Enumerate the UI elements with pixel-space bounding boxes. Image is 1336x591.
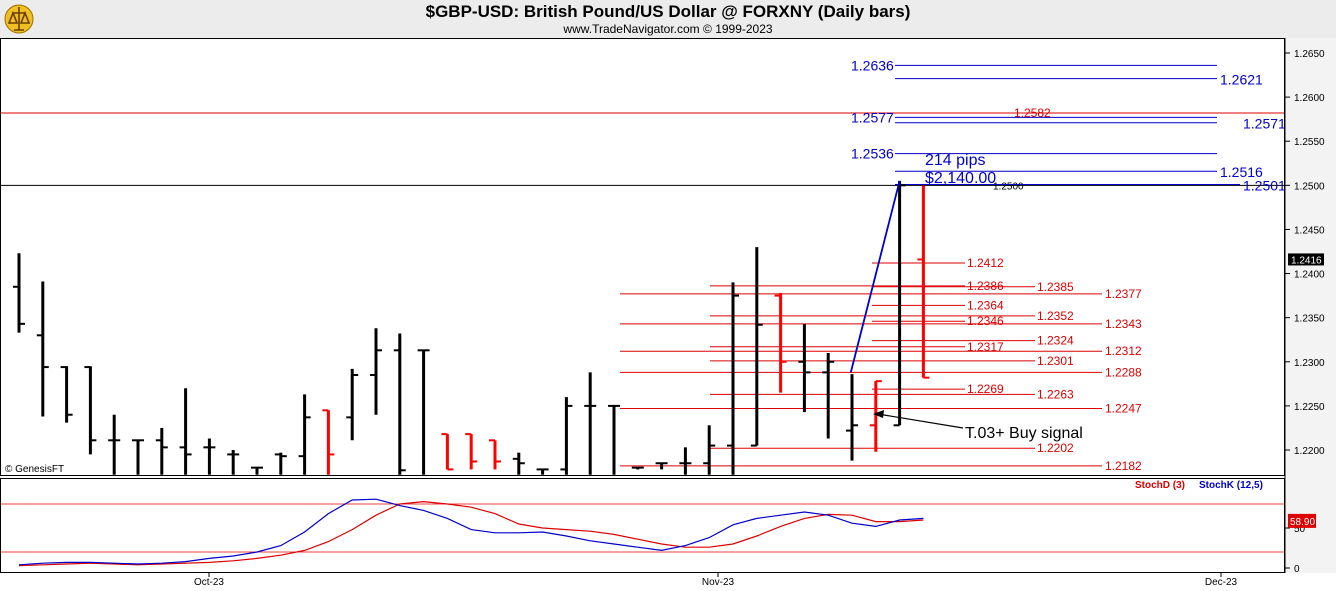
stoch-y-tick-label: 0	[1294, 564, 1300, 575]
stoch-y-tick-label: 50	[1294, 524, 1306, 535]
stoch-series-line	[18, 500, 924, 567]
chart-title: $GBP-USD: British Pound/US Dollar @ FORX…	[425, 2, 911, 21]
last-price-label: 1.2416	[1291, 255, 1322, 266]
x-tick-label: Nov-23	[702, 577, 735, 588]
stoch-panel-frame	[0, 478, 1285, 573]
red-level-label: 1.2182	[1105, 459, 1142, 473]
signal-arrow-head-icon	[873, 410, 884, 418]
chart-annotations: 214 pips$2,140.00 T.03+ Buy signal	[849, 152, 1083, 442]
red-level-label: 1.2346	[967, 314, 1004, 328]
blue-level-label: 1.2636	[851, 57, 894, 73]
trade-navigator-logo-icon	[4, 4, 34, 34]
blue-level-label: 1.2536	[851, 146, 894, 162]
price-panel-frame	[0, 38, 1285, 476]
red-level-label: 1.2288	[1105, 365, 1142, 379]
red-level-label: 1.2312	[1105, 344, 1142, 358]
red-level-label: 1.2364	[967, 298, 1004, 312]
red-level-label: 1.2386	[967, 279, 1004, 293]
stoch-legend-d: StochD (3)	[1135, 480, 1185, 491]
y-tick-label: 1.2650	[1294, 49, 1325, 60]
price-y-axis: 1.2650 1.2600 1.2550 1.2500 1.2450 1.2400 1.23…	[1285, 49, 1325, 457]
red-level-label: 1.2202	[1037, 441, 1074, 455]
x-tick-label: Dec-23	[1205, 577, 1238, 588]
y-tick-label: 1.2200	[1294, 446, 1325, 457]
blue-level-label: 1.2501	[1243, 177, 1286, 193]
red-level-label: 1.2263	[1037, 387, 1074, 401]
red-level-label: 1.2412	[967, 256, 1004, 270]
red-level-label: 1.2582	[1014, 106, 1051, 120]
red-level-label: 1.2269	[967, 382, 1004, 396]
last-price-badge	[1288, 253, 1324, 266]
blue-level-label: 1.2571	[1243, 116, 1286, 132]
red-level-label: 1.2377	[1105, 287, 1142, 301]
pips-label: 214 pips	[925, 152, 986, 169]
red-level-label: 1.2247	[1105, 402, 1142, 416]
red-level-label: 1.2317	[967, 340, 1004, 354]
x-tick-label: Oct-23	[194, 577, 224, 588]
red-level-label: 1.2301	[1037, 354, 1074, 368]
stoch-legend-k: StochK (12,5)	[1199, 480, 1263, 491]
price-levels: 1.2500 1.2582 1.2412 1.2386 1.2385 1.2377 1.23…	[1, 57, 1286, 473]
blue-level-label: 1.2577	[851, 109, 894, 125]
red-level-label: 1.2343	[1105, 317, 1142, 331]
y-tick-label: 1.2400	[1294, 270, 1325, 281]
y-tick-label: 1.2450	[1294, 225, 1325, 236]
red-level-label: 1.2324	[1037, 334, 1074, 348]
y-tick-label: 1.2550	[1294, 137, 1325, 148]
signal-arrow-line	[877, 413, 964, 429]
chart-subtitle: www.TradeNavigator.com © 1999-2023	[563, 22, 773, 36]
y-tick-label: 1.2250	[1294, 402, 1325, 413]
y-tick-label: 1.2350	[1294, 314, 1325, 325]
watermark: © GenesisFT	[5, 464, 64, 475]
stoch-last-badge	[1288, 513, 1316, 528]
stoch-series-line	[18, 498, 924, 566]
y-axis-background	[1286, 38, 1336, 573]
red-level-label: 1.2385	[1037, 280, 1074, 294]
dollars-label: $2,140.00	[925, 170, 996, 187]
x-axis: Oct-23 Nov-23 Dec-23	[194, 573, 1238, 588]
red-level-label: 1.2352	[1037, 309, 1074, 323]
price-bars	[13, 180, 930, 475]
stoch-last-value: 58.90	[1290, 517, 1315, 528]
y-tick-label: 1.2500	[1294, 181, 1325, 192]
y-tick-label: 1.2300	[1294, 358, 1325, 369]
buy-signal-label: T.03+ Buy signal	[965, 425, 1083, 442]
chart-header	[0, 0, 1336, 38]
move-trend-line	[849, 180, 901, 373]
stochastic-panel: 50 0 StochD (3) StochK (12,5) 58.90	[1, 480, 1316, 575]
blue-level-label: 1.2516	[1220, 164, 1263, 180]
blue-level-label: 1.2621	[1220, 72, 1263, 88]
black-level-label: 1.2500	[993, 181, 1024, 192]
y-tick-label: 1.2600	[1294, 93, 1325, 104]
